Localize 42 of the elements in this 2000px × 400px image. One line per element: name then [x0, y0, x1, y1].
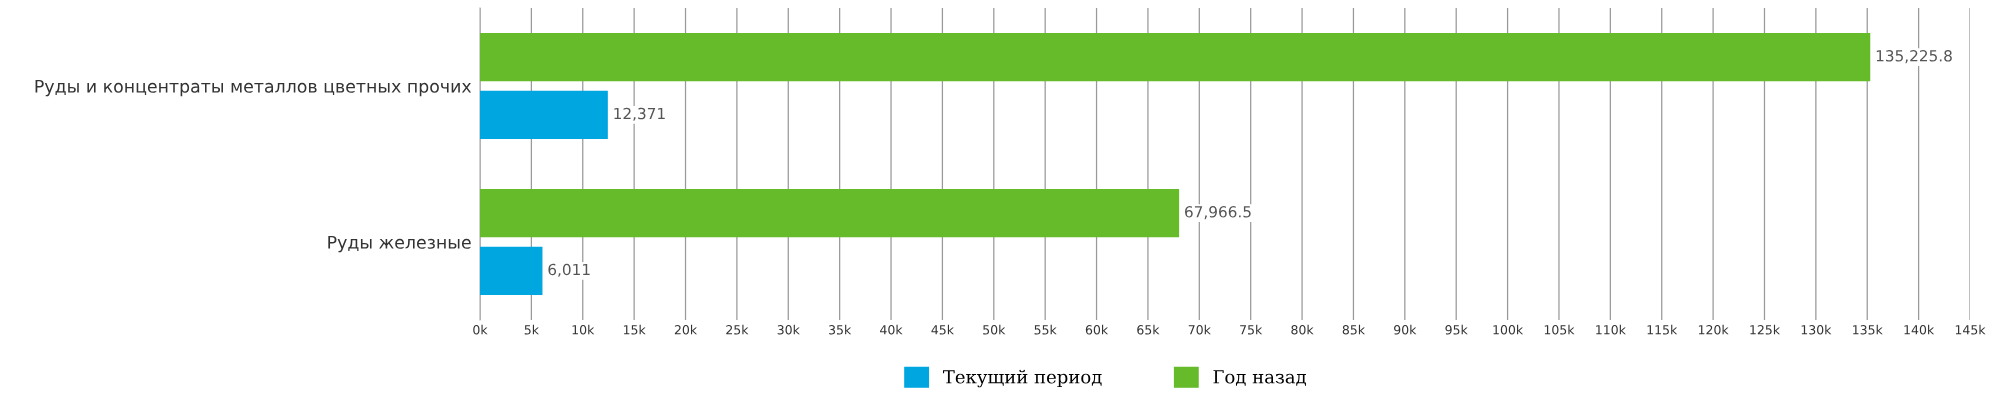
x-tick-label: 140k: [1904, 324, 1935, 335]
x-tick-label: 25k: [726, 324, 749, 335]
x-tick-label: 35k: [829, 324, 852, 335]
data-label: 135,225.8: [1876, 50, 1952, 64]
x-tick-label: 90k: [1394, 324, 1417, 335]
x-tick-label: 100k: [1493, 324, 1524, 335]
x-tick-label: 105k: [1544, 324, 1575, 335]
x-tick-label: 55k: [1034, 324, 1057, 335]
x-tick-label: 70k: [1188, 324, 1211, 335]
legend-label: Текущий период: [942, 369, 1102, 388]
x-tick-label: 60k: [1085, 324, 1109, 335]
legend-label: Год назад: [1213, 370, 1306, 386]
x-tick-label: 10k: [572, 324, 595, 335]
x-tick-label: 95k: [1445, 324, 1468, 335]
x-tick-label: 65k: [1137, 324, 1160, 335]
y-tick-label: Руды и концентраты металлов цветных прочих: [35, 79, 472, 97]
x-tick-label: 0k: [473, 324, 488, 335]
x-tick-label: 115k: [1647, 324, 1678, 335]
x-tick-label: 45k: [931, 324, 954, 335]
x-tick-label: 110k: [1596, 324, 1626, 335]
x-tick-label: 5k: [524, 324, 539, 335]
bar: [480, 189, 1180, 238]
data-label: 6,011: [548, 263, 590, 277]
x-tick-label: 75k: [1240, 324, 1263, 335]
x-tick-label: 30k: [777, 324, 800, 335]
x-tick-label: 50k: [983, 324, 1006, 335]
x-tick-label: 130k: [1801, 324, 1832, 335]
y-tick-label: Руды железные: [328, 235, 471, 253]
x-tick-label: 125k: [1750, 324, 1780, 335]
data-label: 67,966.5: [1185, 206, 1251, 220]
bar: [480, 90, 608, 139]
x-tick-label: 20k: [674, 324, 698, 335]
bar: [480, 246, 543, 295]
bar: [480, 33, 1871, 82]
x-tick-label: 40k: [880, 324, 903, 335]
x-tick-label: 85k: [1342, 324, 1365, 335]
x-tick-label: 80k: [1291, 324, 1314, 335]
x-tick-label: 145k: [1955, 324, 1986, 335]
x-tick-label: 15k: [623, 324, 646, 335]
data-label: 12,371: [614, 107, 665, 121]
x-tick-label: 120k: [1698, 324, 1729, 335]
x-tick-label: 135k: [1853, 324, 1883, 335]
